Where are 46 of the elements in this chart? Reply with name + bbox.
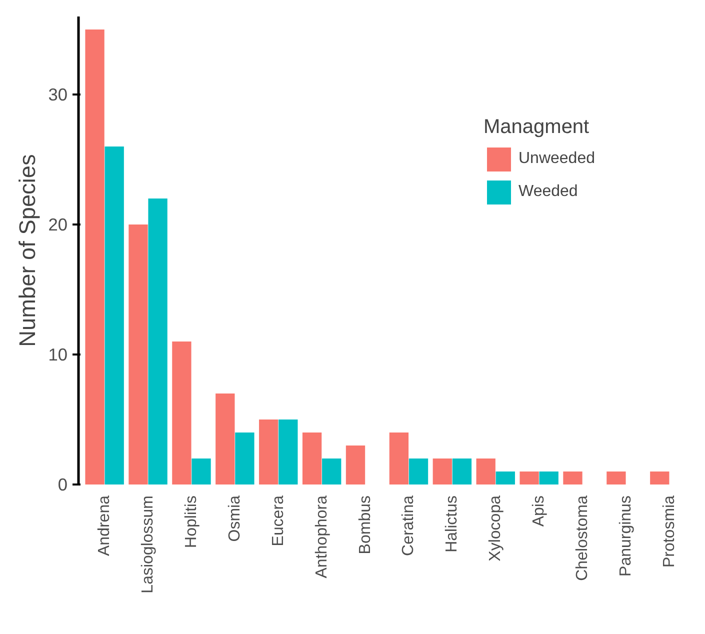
bar [476, 458, 496, 484]
bar [520, 472, 539, 484]
bar [606, 472, 626, 484]
bar [563, 472, 582, 484]
bar [216, 394, 235, 484]
y-tick-label: 0 [58, 474, 68, 494]
legend-title: Managment [484, 116, 590, 139]
bar [408, 458, 428, 484]
bar [235, 432, 254, 484]
x-tick-label: Lasioglossum [140, 496, 157, 594]
bar [539, 472, 558, 484]
x-tick-label: Bombus [356, 495, 374, 554]
x-tick-label: Hoplitis [182, 495, 200, 548]
y-axis-title: Number of Species [14, 154, 40, 347]
x-tick-label: Andrena [96, 495, 114, 556]
y-tick-label: 20 [48, 214, 68, 234]
legend-label: Weeded [518, 183, 578, 201]
bar [259, 420, 278, 484]
x-tick-label: Panurginus [617, 495, 634, 576]
bar [278, 420, 298, 484]
bar [85, 30, 104, 484]
bar [389, 432, 409, 484]
x-tick-label: Anthophora [313, 495, 330, 578]
x-tick-label: Xylocopa [487, 495, 504, 562]
bar [346, 446, 366, 484]
x-tick-label: Ceratina [400, 495, 418, 556]
y-tick-label: 10 [48, 344, 68, 364]
bar [452, 458, 472, 484]
x-tick-label: Osmia [226, 495, 244, 542]
bar [322, 458, 342, 484]
x-tick-label: Eucera [270, 495, 287, 546]
bar [496, 472, 515, 484]
bar [302, 432, 322, 484]
x-tick-label: Chelostoma [574, 495, 592, 581]
bar [192, 458, 211, 484]
y-tick-label: 30 [48, 84, 68, 104]
bar [148, 198, 168, 484]
bar [128, 224, 148, 484]
bar [650, 472, 670, 484]
x-tick-label: Apis [530, 496, 548, 527]
bar [432, 458, 452, 484]
legend-label: Unweeded [518, 150, 595, 168]
bar [104, 146, 124, 484]
x-tick-label: Halictus [444, 496, 461, 552]
bar [172, 342, 192, 484]
x-tick-label: Protosmia [660, 495, 678, 568]
